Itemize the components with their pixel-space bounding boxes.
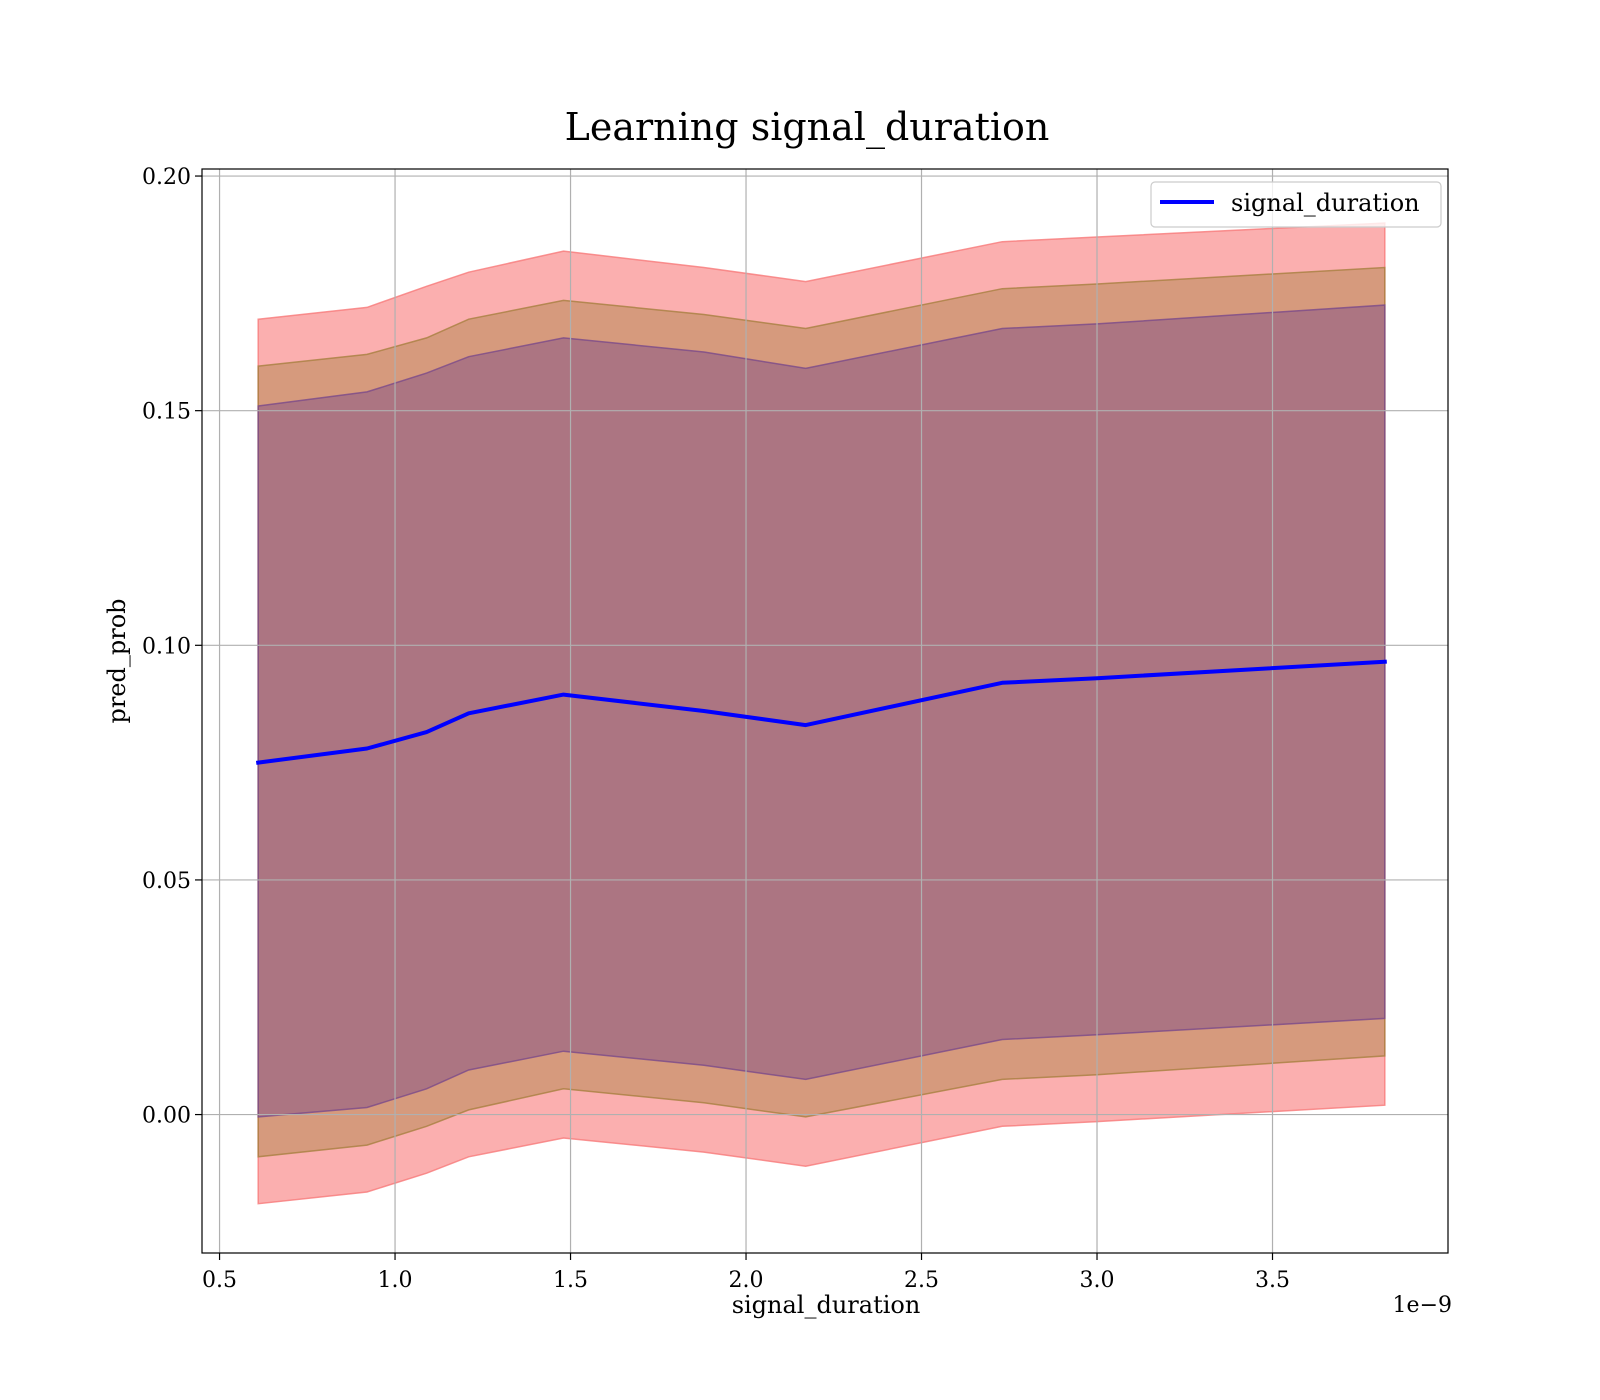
x-tick-label: 1.0: [378, 1268, 413, 1293]
x-tick-label: 2.5: [904, 1268, 939, 1293]
y-tick-label: 0.10: [142, 634, 191, 659]
confidence-bands: [257, 222, 1386, 1205]
x-tick-label: 1.5: [553, 1268, 588, 1293]
y-tick-label: 0.20: [142, 165, 191, 190]
series-lines: [255, 659, 1387, 765]
x-tick-label: 2.0: [729, 1268, 764, 1293]
plot-frame: [201, 168, 1449, 1254]
y-tick-label: 0.00: [142, 1104, 191, 1129]
x-tick-label: 3.5: [1255, 1268, 1290, 1293]
series-line-signal-duration: [255, 659, 1387, 765]
y-axis: 0.00 0.05 0.10 0.15 0.20: [142, 165, 202, 1129]
legend: signal_duration: [1150, 181, 1442, 228]
y-axis-label: pred_prob: [103, 598, 131, 723]
confidence-band-1: [257, 222, 1386, 1205]
legend-label-signal-duration: signal_duration: [1231, 189, 1420, 217]
plot-area: [201, 168, 1449, 1254]
x-axis-offset-text: 1e−9: [1393, 1293, 1452, 1318]
legend-box: [1150, 181, 1442, 228]
x-tick-label: 0.5: [202, 1268, 237, 1293]
chart-title: Learning signal_duration: [565, 105, 1050, 150]
grid: [202, 169, 1448, 1253]
x-tick-label: 3.0: [1080, 1268, 1115, 1293]
confidence-band-3: [257, 304, 1386, 1118]
confidence-band-2: [257, 266, 1386, 1158]
y-tick-label: 0.05: [142, 869, 191, 894]
y-tick-label: 0.15: [142, 400, 191, 425]
x-axis: 0.5 1.0 1.5 2.0 2.5 3.0 3.5: [202, 1253, 1290, 1293]
x-axis-label: signal_duration: [732, 1291, 921, 1319]
